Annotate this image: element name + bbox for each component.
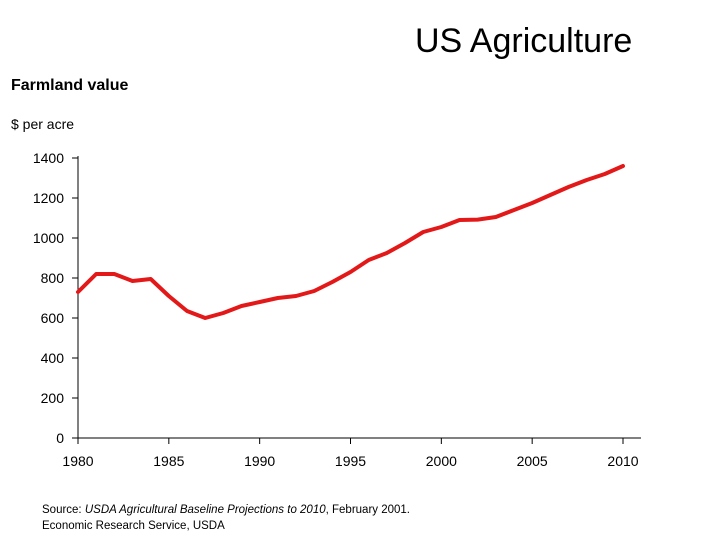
chart-axes: 0 200 400 600 800 1000 1200 1400 1980 1985 1990 199… (33, 150, 641, 469)
y-tick-label: 0 (56, 430, 64, 446)
series-line-farmland-value (76, 164, 625, 320)
x-tick-label: 1985 (153, 453, 184, 469)
y-axis-unit-label: $ per acre (11, 116, 75, 132)
y-tick-label: 600 (41, 310, 65, 326)
source-date: , February 2001. (325, 504, 411, 516)
chart-series (76, 164, 625, 320)
slide-title: US Agriculture (415, 22, 633, 60)
x-tick-label: 1990 (244, 453, 275, 469)
y-tick-label: 1000 (33, 230, 64, 246)
y-tick-label: 1200 (33, 190, 64, 206)
y-tick-label: 200 (41, 390, 65, 406)
x-tick-label: 1980 (62, 453, 93, 469)
y-tick-label: 800 (41, 270, 65, 286)
y-tick-label: 400 (41, 350, 65, 366)
x-tick-label: 1995 (335, 453, 366, 469)
x-tick-label: 2005 (517, 453, 548, 469)
source-agency: Economic Research Service, USDA (42, 520, 225, 532)
x-tick-label: 2010 (607, 453, 638, 469)
chart-title: Farmland value (11, 77, 129, 94)
source-reference: USDA Agricultural Baseline Projections t… (84, 504, 326, 516)
source-note: Source: USDA Agricultural Baseline Proje… (42, 502, 410, 534)
x-tick-label: 2000 (426, 453, 457, 469)
source-line: Source: USDA Agricultural Baseline Proje… (42, 502, 410, 518)
y-tick-label: 1400 (33, 150, 64, 166)
source-label: Source: (42, 504, 82, 516)
